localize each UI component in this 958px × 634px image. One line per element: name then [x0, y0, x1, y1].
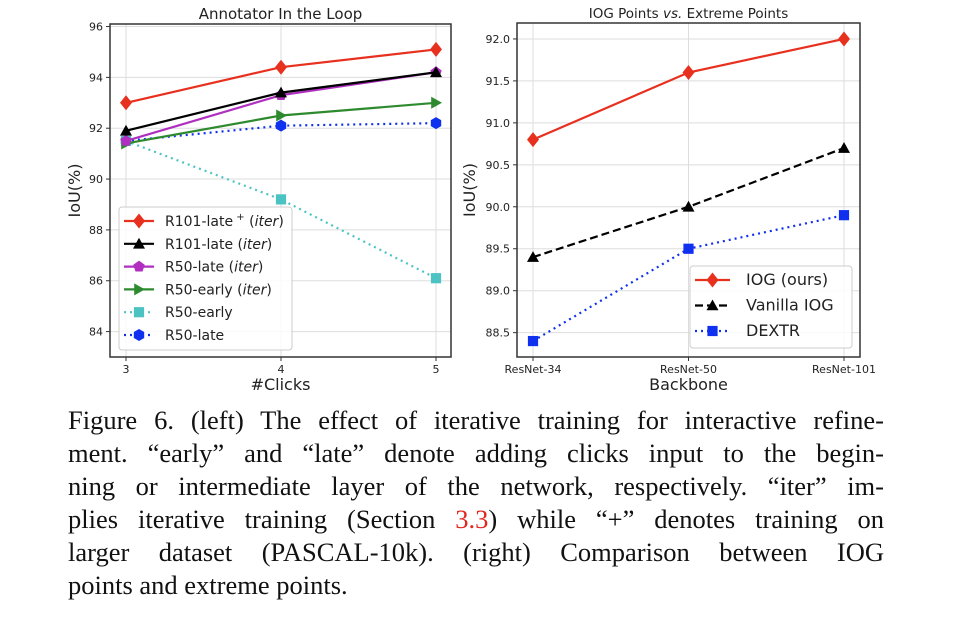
data-point — [682, 65, 695, 81]
data-point — [430, 41, 442, 57]
data-point — [527, 251, 539, 262]
legend-box — [118, 206, 293, 351]
legend-label: Vanilla IOG — [746, 296, 834, 315]
data-point — [838, 210, 850, 221]
y-tick-label: 92 — [89, 122, 103, 135]
caption-line: Figure 6. (left) The effect of iterative… — [68, 405, 884, 435]
data-point — [430, 273, 442, 284]
x-tick-label: 4 — [278, 363, 285, 376]
legend-marker — [133, 213, 145, 229]
x-tick-label: ResNet-34 — [505, 363, 562, 376]
y-tick-label: 91.5 — [486, 75, 511, 88]
chart-title: IOG Points vs. Extreme Points — [589, 6, 789, 22]
right-chart: 88.5 89.0 89.5 90.0 90.5 91.0 91.5 92.0 ResNet-3… — [460, 6, 876, 394]
y-tick-label: 84 — [89, 326, 103, 339]
data-point — [275, 119, 287, 132]
data-point — [838, 31, 850, 47]
y-tick-label: 90.5 — [486, 159, 511, 172]
legend-marker — [706, 272, 719, 288]
x-tick-label: ResNet-50 — [660, 363, 717, 376]
x-tick-label: 5 — [433, 363, 440, 376]
plot-frame — [516, 22, 861, 358]
left-chart: 84 86 88 90 92 94 96 3 4 5 Annotator In the Loop #C… — [65, 5, 452, 394]
legend-marker — [134, 283, 145, 296]
series-line — [125, 139, 437, 280]
data-point — [527, 335, 539, 347]
data-point — [430, 117, 442, 130]
legend-label: R50-early (iter) — [165, 282, 272, 298]
legend-label: IOG (ours) — [746, 270, 828, 289]
data-point — [430, 66, 442, 78]
x-tick-label: ResNet-101 — [812, 363, 876, 376]
y-tick-label: 89.0 — [486, 285, 511, 298]
legend-box — [689, 265, 853, 349]
y-axis-label: IoU(%) — [65, 164, 84, 218]
legend-label: R50-late (iter) — [165, 260, 263, 276]
y-tick-label: 90 — [89, 173, 103, 186]
data-point — [683, 243, 694, 254]
legend-label: R101-late + (iter) — [165, 212, 284, 230]
y-tick-label: 86 — [89, 275, 103, 288]
figure-caption: Figure 6. (left) The effect of iterative… — [68, 404, 884, 602]
y-tick-label: 88 — [89, 224, 103, 237]
y-tick-label: 89.5 — [486, 243, 511, 256]
data-point — [120, 95, 132, 111]
data-point — [431, 96, 442, 109]
legend-label: R50-late — [165, 328, 224, 344]
section-reference-link[interactable]: 3.3 — [455, 504, 489, 534]
legend-marker — [133, 307, 145, 318]
y-tick-label: 94 — [89, 71, 103, 84]
legend-marker — [133, 260, 145, 272]
x-axis-label: #Clicks — [251, 375, 311, 394]
caption-text: ) while “+” denotes training on — [488, 504, 884, 534]
legend-label: DEXTR — [746, 321, 800, 340]
data-point — [276, 109, 287, 122]
caption-text: plies iterative training (Section — [68, 504, 456, 534]
data-point — [838, 142, 850, 153]
legend-label: R101-late (iter) — [165, 237, 272, 253]
figure-charts: 84 86 88 90 92 94 96 3 4 5 Annotator In the Loop #C… — [65, 5, 876, 394]
data-point — [527, 132, 539, 148]
legend-marker — [133, 329, 145, 341]
series-line — [125, 122, 437, 143]
y-axis-label: IoU(%) — [460, 163, 479, 217]
data-point — [275, 86, 287, 98]
data-point — [682, 200, 695, 212]
x-axis-label: Backbone — [649, 375, 728, 394]
caption-line: larger dataset (PASCAL-10k). (right) Com… — [68, 537, 884, 567]
legend-marker — [133, 237, 145, 249]
data-point — [120, 124, 132, 136]
caption-line: ment. “early” and “late” denote adding c… — [68, 438, 884, 468]
caption-line: ning or intermediate layer of the networ… — [68, 471, 884, 501]
data-point — [120, 134, 132, 146]
caption-line: plies iterative training (Section 3.3) w… — [68, 503, 884, 536]
chart-title: Annotator In the Loop — [199, 5, 363, 23]
y-tick-label: 96 — [89, 21, 103, 34]
data-point — [275, 194, 287, 205]
plot-frame — [109, 23, 452, 358]
caption-line: points and extreme points. — [68, 570, 348, 600]
legend-marker — [707, 325, 718, 337]
y-tick-label: 88.5 — [486, 327, 511, 340]
y-tick-label: 91.0 — [486, 117, 511, 130]
legend-marker — [706, 299, 719, 311]
x-tick-label: 3 — [123, 363, 130, 376]
legend-label: R50-early — [165, 305, 233, 321]
data-point — [275, 59, 287, 75]
y-tick-label: 92.0 — [486, 33, 511, 46]
y-tick-label: 90.0 — [486, 201, 511, 214]
